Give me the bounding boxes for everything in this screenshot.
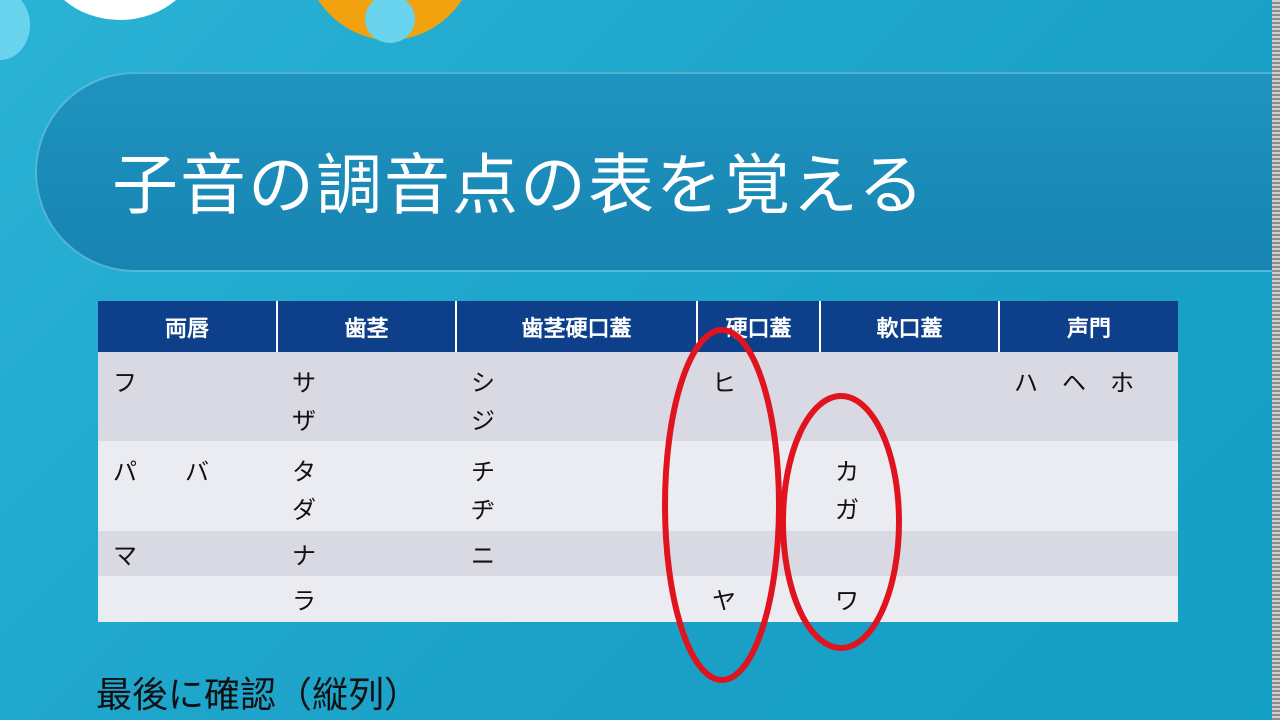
table-cell: ハ ヘ ホ [999,352,1178,441]
table-cell [98,576,277,622]
edge-strip [1272,0,1280,720]
slide-title: 子音の調音点の表を覚える [112,147,927,224]
table-cell [999,441,1178,531]
table-cell: カ ガ [820,441,999,531]
table-cell [697,531,820,576]
header-bilabial: 両唇 [98,301,278,352]
table-row: マ ナ ニ [98,531,1178,576]
table-cell [456,576,697,622]
table-row: パ バ タ ダ チ ヂ カ ガ [98,441,1178,531]
decor-light-circle [365,0,415,43]
table-cell: タ ダ [277,441,456,531]
header-velar: 軟口蓋 [820,301,1000,352]
table-cell: フ [98,352,277,441]
table-cell: パ バ [98,441,277,531]
table-cell: ワ [820,576,999,622]
highlight-circle-palatal [662,327,782,683]
table-cell: マ [98,531,277,576]
table-cell: チ ヂ [456,441,697,531]
table-cell: ラ [277,576,456,622]
highlight-circle-velar [780,393,902,651]
header-palatal: 硬口蓋 [697,301,821,352]
header-glottal: 声門 [999,301,1178,352]
table-cell [999,576,1178,622]
table-cell [820,531,999,576]
title-band [35,72,1280,272]
table-cell: シ ジ [456,352,697,441]
table-row: フ サ ザ シ ジ ヒ ハ ヘ ホ [98,352,1178,441]
header-alveolar: 歯茎 [277,301,457,352]
table-cell: サ ザ [277,352,456,441]
footer-text: 最後に確認（縦列） [96,675,421,716]
table-row: ラ ヤ ワ [98,576,1178,622]
header-alveolo-palatal: 歯茎硬口蓋 [456,301,698,352]
articulation-table: 両唇 歯茎 歯茎硬口蓋 硬口蓋 軟口蓋 声門 フ サ ザ シ ジ ヒ ハ ヘ ホ… [98,301,1178,622]
table-cell: ニ [456,531,697,576]
table-cell [999,531,1178,576]
table-cell: ナ [277,531,456,576]
table-cell [697,441,820,531]
